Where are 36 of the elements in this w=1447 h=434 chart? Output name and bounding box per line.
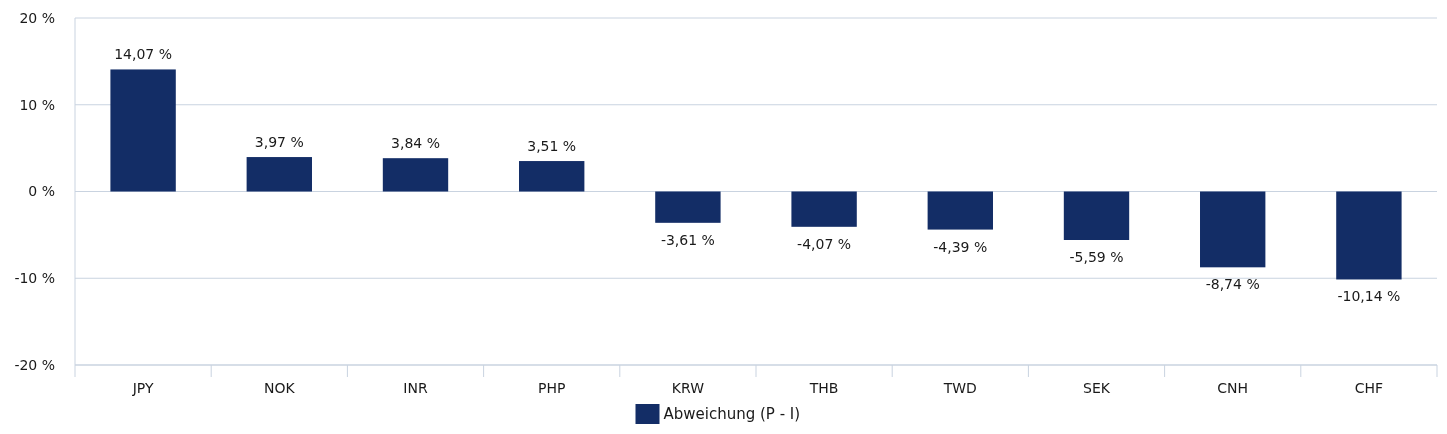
data-label: -5,59 % xyxy=(1069,248,1124,265)
x-tick-label: SEK xyxy=(1083,380,1111,396)
data-label: 3,84 % xyxy=(391,135,440,152)
x-tick-label: TWD xyxy=(942,380,977,396)
bar xyxy=(1200,191,1266,268)
bar xyxy=(519,161,585,192)
bar xyxy=(1336,191,1402,280)
bar xyxy=(382,158,449,192)
x-tick-label: PHP xyxy=(537,380,566,396)
x-tick-label: CHF xyxy=(1354,380,1384,396)
bar xyxy=(791,191,857,227)
bar xyxy=(655,191,721,223)
x-tick-label: THB xyxy=(808,380,839,396)
data-label: -8,74 % xyxy=(1205,276,1260,293)
data-label: 3,97 % xyxy=(254,134,304,151)
x-tick-label: NOK xyxy=(263,380,296,396)
legend-label: Abweichung (P - I) xyxy=(663,405,801,424)
bar xyxy=(110,69,176,192)
y-tick-label: 0 % xyxy=(28,183,55,200)
x-tick-label: CNH xyxy=(1217,380,1249,396)
bar xyxy=(246,157,312,192)
x-tick-label: INR xyxy=(403,380,428,396)
x-tick-label: JPY xyxy=(131,380,154,396)
x-tick-label: KRW xyxy=(671,380,705,396)
y-tick-label: 20 % xyxy=(19,9,55,26)
data-label: -10,14 % xyxy=(1337,288,1401,305)
data-label: -3,61 % xyxy=(660,231,715,248)
data-label: -4,07 % xyxy=(797,235,852,252)
data-label: 14,07 % xyxy=(114,46,173,63)
y-tick-label: 10 % xyxy=(19,96,55,113)
data-label: 3,51 % xyxy=(527,138,577,155)
y-tick-label: -10 % xyxy=(14,270,55,287)
y-tick-label: -20 % xyxy=(14,356,55,373)
bar xyxy=(1063,191,1130,240)
data-label: -4,39 % xyxy=(933,238,988,255)
bar xyxy=(927,191,993,230)
